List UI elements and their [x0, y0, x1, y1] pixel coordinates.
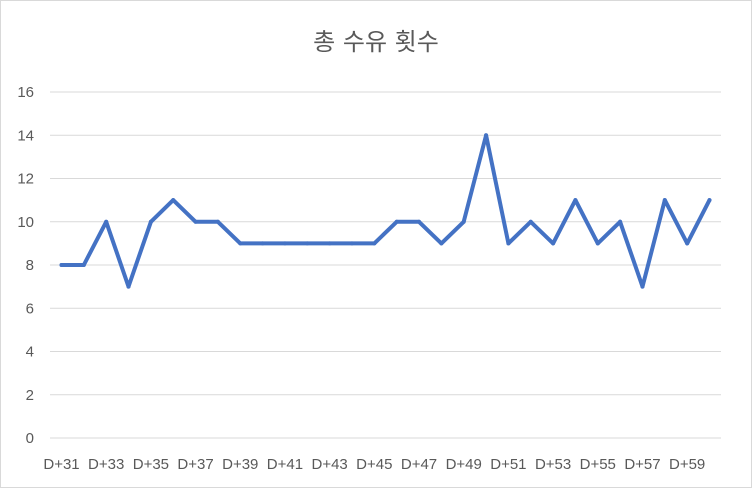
x-tick-label: D+41: [267, 456, 303, 473]
x-tick-label: D+53: [535, 456, 571, 473]
data-point: [461, 219, 466, 224]
data-point: [685, 241, 690, 246]
data-point: [394, 219, 399, 224]
data-point: [104, 219, 109, 224]
data-point: [439, 241, 444, 246]
y-tick-label: 16: [17, 84, 34, 101]
gridlines: [50, 91, 721, 439]
y-tick-label: 6: [26, 300, 34, 317]
data-point: [171, 198, 176, 203]
data-point: [327, 241, 332, 246]
data-point: [349, 241, 354, 246]
x-tick-label: D+43: [311, 456, 347, 473]
data-points: [59, 133, 712, 289]
x-tick-label: D+55: [580, 456, 616, 473]
data-point: [417, 219, 422, 224]
x-tick-label: D+39: [222, 456, 258, 473]
data-point: [148, 219, 153, 224]
x-axis-tick-labels: D+31 D+33 D+35 D+37 D+39 D+41 D+43 D+45 D+47 D+49…: [43, 456, 705, 473]
data-point: [484, 133, 489, 138]
data-point: [595, 241, 600, 246]
y-tick-label: 10: [17, 214, 34, 231]
data-point: [506, 241, 511, 246]
series-line: [59, 133, 712, 289]
x-tick-label: D+37: [177, 456, 213, 473]
chart-title: 총 수유 횟수: [313, 28, 439, 56]
data-point: [126, 284, 131, 289]
data-point: [305, 241, 310, 246]
x-tick-label: D+51: [490, 456, 526, 473]
y-tick-label: 0: [26, 430, 34, 447]
y-tick-label: 8: [26, 257, 34, 274]
data-point: [528, 219, 533, 224]
y-tick-label: 4: [26, 344, 34, 361]
x-tick-label: D+57: [624, 456, 660, 473]
data-point: [707, 198, 712, 203]
data-point: [282, 241, 287, 246]
data-point: [372, 241, 377, 246]
data-point: [662, 198, 667, 203]
y-axis-tick-labels: 0 2 4 6 8 10 12 14 16: [17, 84, 34, 447]
data-point: [215, 219, 220, 224]
x-tick-label: D+33: [88, 456, 124, 473]
data-point: [59, 263, 64, 267]
x-tick-label: D+49: [446, 456, 482, 473]
x-tick-label: D+59: [669, 456, 705, 473]
y-tick-label: 2: [26, 387, 34, 404]
data-point: [618, 219, 623, 224]
data-point: [551, 241, 556, 246]
data-point: [193, 219, 198, 224]
data-point: [260, 241, 265, 246]
data-point: [238, 241, 243, 246]
x-tick-label: D+31: [43, 456, 79, 473]
x-tick-label: D+35: [133, 456, 169, 473]
data-point: [81, 263, 86, 267]
data-point: [640, 284, 645, 289]
y-tick-label: 12: [17, 171, 34, 188]
y-tick-label: 14: [17, 127, 34, 144]
data-point: [573, 198, 578, 203]
x-tick-label: D+45: [356, 456, 392, 473]
x-tick-label: D+47: [401, 456, 437, 473]
